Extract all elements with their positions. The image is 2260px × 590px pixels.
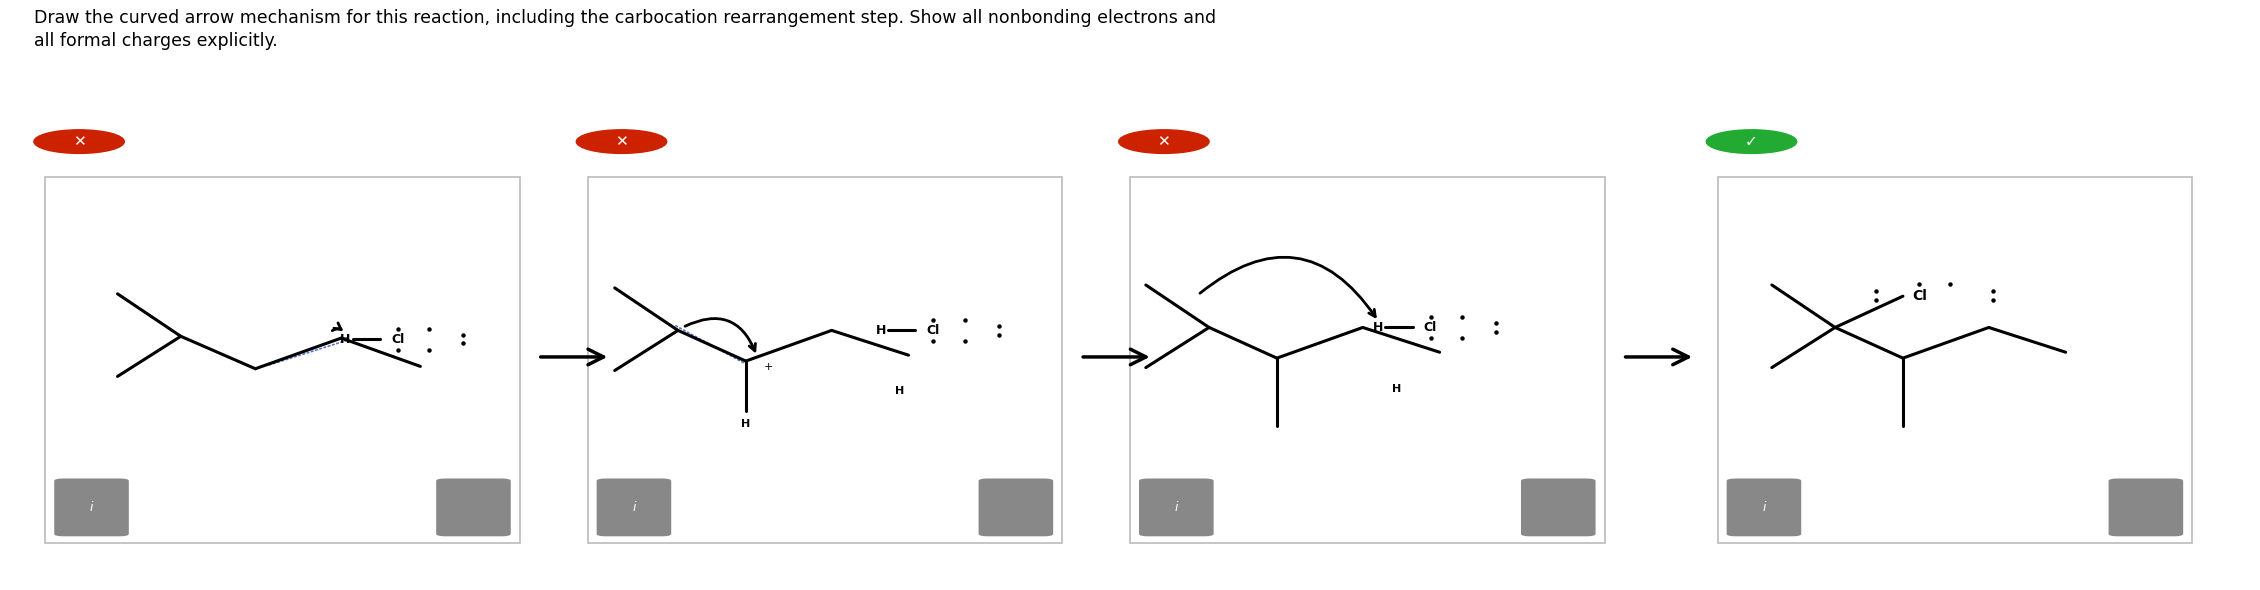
Text: H: H (895, 386, 904, 396)
Text: ✕: ✕ (615, 134, 628, 149)
Text: i: i (90, 501, 93, 514)
FancyBboxPatch shape (1130, 177, 1605, 543)
Text: H: H (1392, 384, 1401, 394)
Text: ✕: ✕ (72, 134, 86, 149)
FancyBboxPatch shape (436, 478, 511, 536)
FancyBboxPatch shape (597, 478, 671, 536)
FancyBboxPatch shape (979, 478, 1053, 536)
FancyBboxPatch shape (1139, 478, 1214, 536)
Text: Cl: Cl (1424, 321, 1437, 334)
Text: H: H (339, 333, 350, 346)
Text: H: H (741, 419, 750, 429)
FancyBboxPatch shape (1521, 478, 1596, 536)
Circle shape (1119, 130, 1209, 153)
FancyBboxPatch shape (54, 478, 129, 536)
Text: Cl: Cl (927, 324, 940, 337)
Text: +: + (764, 362, 773, 372)
Circle shape (34, 130, 124, 153)
FancyBboxPatch shape (2109, 478, 2183, 536)
FancyBboxPatch shape (588, 301, 1062, 419)
Text: ✓: ✓ (1745, 134, 1758, 149)
Text: H: H (875, 324, 886, 337)
Text: Cl: Cl (391, 333, 405, 346)
Circle shape (576, 130, 667, 153)
FancyBboxPatch shape (1130, 301, 1605, 419)
FancyBboxPatch shape (1718, 177, 2192, 543)
Text: i: i (633, 501, 635, 514)
Text: ✕: ✕ (1157, 134, 1171, 149)
Text: H: H (1372, 321, 1383, 334)
FancyBboxPatch shape (45, 301, 520, 419)
FancyBboxPatch shape (588, 177, 1062, 543)
Text: Cl: Cl (1912, 289, 1928, 303)
Circle shape (1706, 130, 1797, 153)
FancyBboxPatch shape (1727, 478, 1801, 536)
Text: i: i (1175, 501, 1177, 514)
FancyBboxPatch shape (1718, 301, 2192, 419)
Text: Draw the curved arrow mechanism for this reaction, including the carbocation rea: Draw the curved arrow mechanism for this… (34, 9, 1216, 27)
Text: all formal charges explicitly.: all formal charges explicitly. (34, 32, 278, 51)
Text: i: i (1763, 501, 1765, 514)
FancyBboxPatch shape (45, 177, 520, 543)
